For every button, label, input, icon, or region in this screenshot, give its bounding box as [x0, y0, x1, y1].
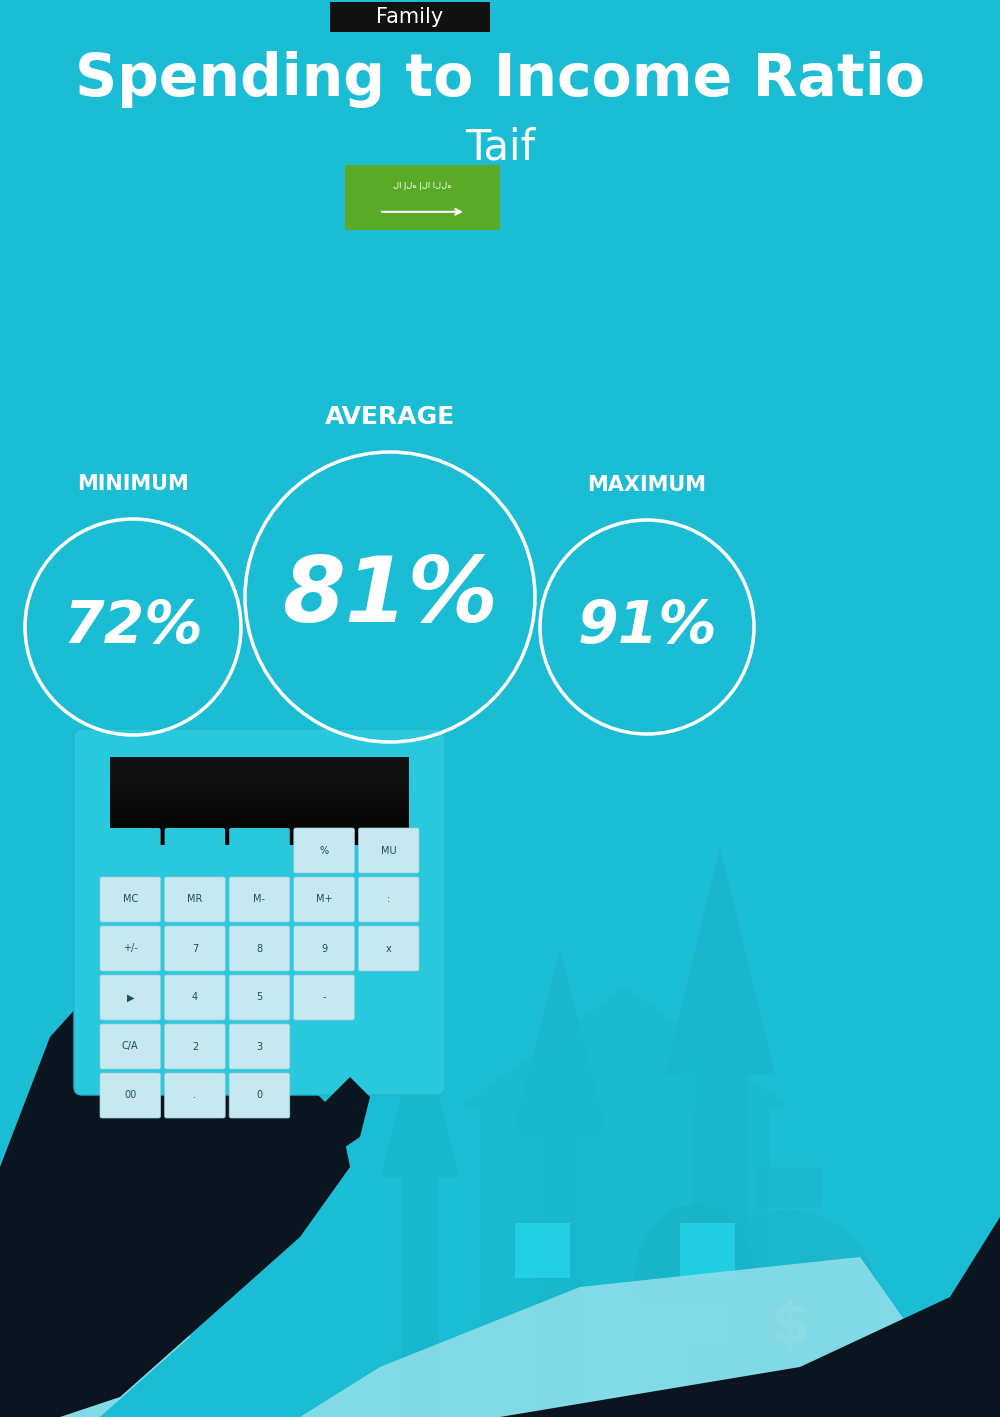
- Polygon shape: [310, 1077, 370, 1158]
- Text: ▶: ▶: [127, 992, 134, 1002]
- Text: MINIMUM: MINIMUM: [77, 475, 189, 495]
- Polygon shape: [300, 1257, 920, 1417]
- FancyBboxPatch shape: [165, 828, 225, 873]
- Text: MU: MU: [381, 846, 397, 856]
- Text: 5: 5: [256, 992, 263, 1002]
- Text: 9: 9: [321, 944, 327, 954]
- Text: 7: 7: [192, 944, 198, 954]
- Polygon shape: [460, 988, 790, 1107]
- FancyBboxPatch shape: [100, 828, 161, 873]
- FancyBboxPatch shape: [165, 1024, 225, 1068]
- FancyBboxPatch shape: [229, 1073, 290, 1118]
- Bar: [757, 1168, 822, 1207]
- FancyBboxPatch shape: [229, 877, 290, 922]
- Text: 91%: 91%: [577, 598, 717, 656]
- Text: x: x: [386, 944, 392, 954]
- Polygon shape: [665, 847, 775, 1417]
- Text: MR: MR: [187, 894, 203, 904]
- FancyBboxPatch shape: [74, 728, 445, 1095]
- FancyBboxPatch shape: [100, 1024, 161, 1068]
- Text: -: -: [322, 992, 326, 1002]
- Text: 72%: 72%: [63, 598, 203, 656]
- Bar: [610, 1338, 730, 1348]
- Polygon shape: [512, 947, 608, 1417]
- FancyBboxPatch shape: [229, 828, 290, 873]
- Text: Family: Family: [376, 7, 444, 27]
- Text: +/-: +/-: [123, 944, 138, 954]
- Text: 00: 00: [124, 1091, 136, 1101]
- Text: 81%: 81%: [282, 553, 498, 640]
- Bar: [677, 1041, 707, 1117]
- Bar: [680, 1223, 735, 1278]
- Bar: [610, 1314, 730, 1323]
- Text: C/A: C/A: [122, 1041, 139, 1051]
- Polygon shape: [0, 966, 350, 1417]
- Text: .: .: [193, 1091, 196, 1101]
- Bar: [610, 1325, 730, 1335]
- Ellipse shape: [698, 1210, 883, 1417]
- Text: MAXIMUM: MAXIMUM: [588, 475, 706, 495]
- Text: %: %: [320, 846, 329, 856]
- Text: AVERAGE: AVERAGE: [325, 405, 455, 429]
- Bar: [330, 1, 490, 33]
- Bar: [480, 1107, 770, 1417]
- Text: 4: 4: [192, 992, 198, 1002]
- Text: $: $: [771, 1299, 809, 1355]
- Text: MC: MC: [123, 894, 138, 904]
- FancyBboxPatch shape: [100, 925, 161, 971]
- FancyBboxPatch shape: [229, 1024, 290, 1068]
- FancyBboxPatch shape: [229, 925, 290, 971]
- Text: M-: M-: [254, 894, 266, 904]
- Text: Taif: Taif: [465, 128, 535, 169]
- Text: :: :: [387, 894, 390, 904]
- Text: 2: 2: [192, 1041, 198, 1051]
- FancyBboxPatch shape: [294, 925, 354, 971]
- FancyBboxPatch shape: [358, 925, 419, 971]
- Polygon shape: [200, 1217, 1000, 1417]
- FancyBboxPatch shape: [294, 877, 354, 922]
- Text: 0: 0: [256, 1091, 263, 1101]
- Ellipse shape: [635, 1204, 755, 1349]
- FancyBboxPatch shape: [100, 877, 161, 922]
- FancyBboxPatch shape: [358, 975, 419, 1020]
- FancyBboxPatch shape: [100, 1073, 161, 1118]
- FancyBboxPatch shape: [100, 975, 161, 1020]
- FancyBboxPatch shape: [229, 975, 290, 1020]
- FancyBboxPatch shape: [294, 975, 354, 1020]
- Bar: [584, 1322, 634, 1417]
- Text: M+: M+: [316, 894, 332, 904]
- Text: 8: 8: [256, 944, 263, 954]
- FancyBboxPatch shape: [165, 925, 225, 971]
- FancyBboxPatch shape: [165, 877, 225, 922]
- Polygon shape: [0, 1257, 190, 1417]
- Bar: [345, 164, 500, 230]
- FancyBboxPatch shape: [358, 828, 419, 873]
- Bar: [610, 1301, 730, 1311]
- FancyBboxPatch shape: [358, 877, 419, 922]
- FancyBboxPatch shape: [294, 828, 354, 873]
- FancyBboxPatch shape: [165, 975, 225, 1020]
- Polygon shape: [380, 1017, 460, 1417]
- Bar: [515, 1223, 570, 1278]
- Text: لا إله إلا الله: لا إله إلا الله: [393, 181, 452, 190]
- FancyBboxPatch shape: [294, 1024, 354, 1068]
- FancyBboxPatch shape: [358, 1024, 419, 1068]
- FancyBboxPatch shape: [165, 1073, 225, 1118]
- Text: Spending to Income Ratio: Spending to Income Ratio: [75, 51, 925, 109]
- Text: 3: 3: [256, 1041, 263, 1051]
